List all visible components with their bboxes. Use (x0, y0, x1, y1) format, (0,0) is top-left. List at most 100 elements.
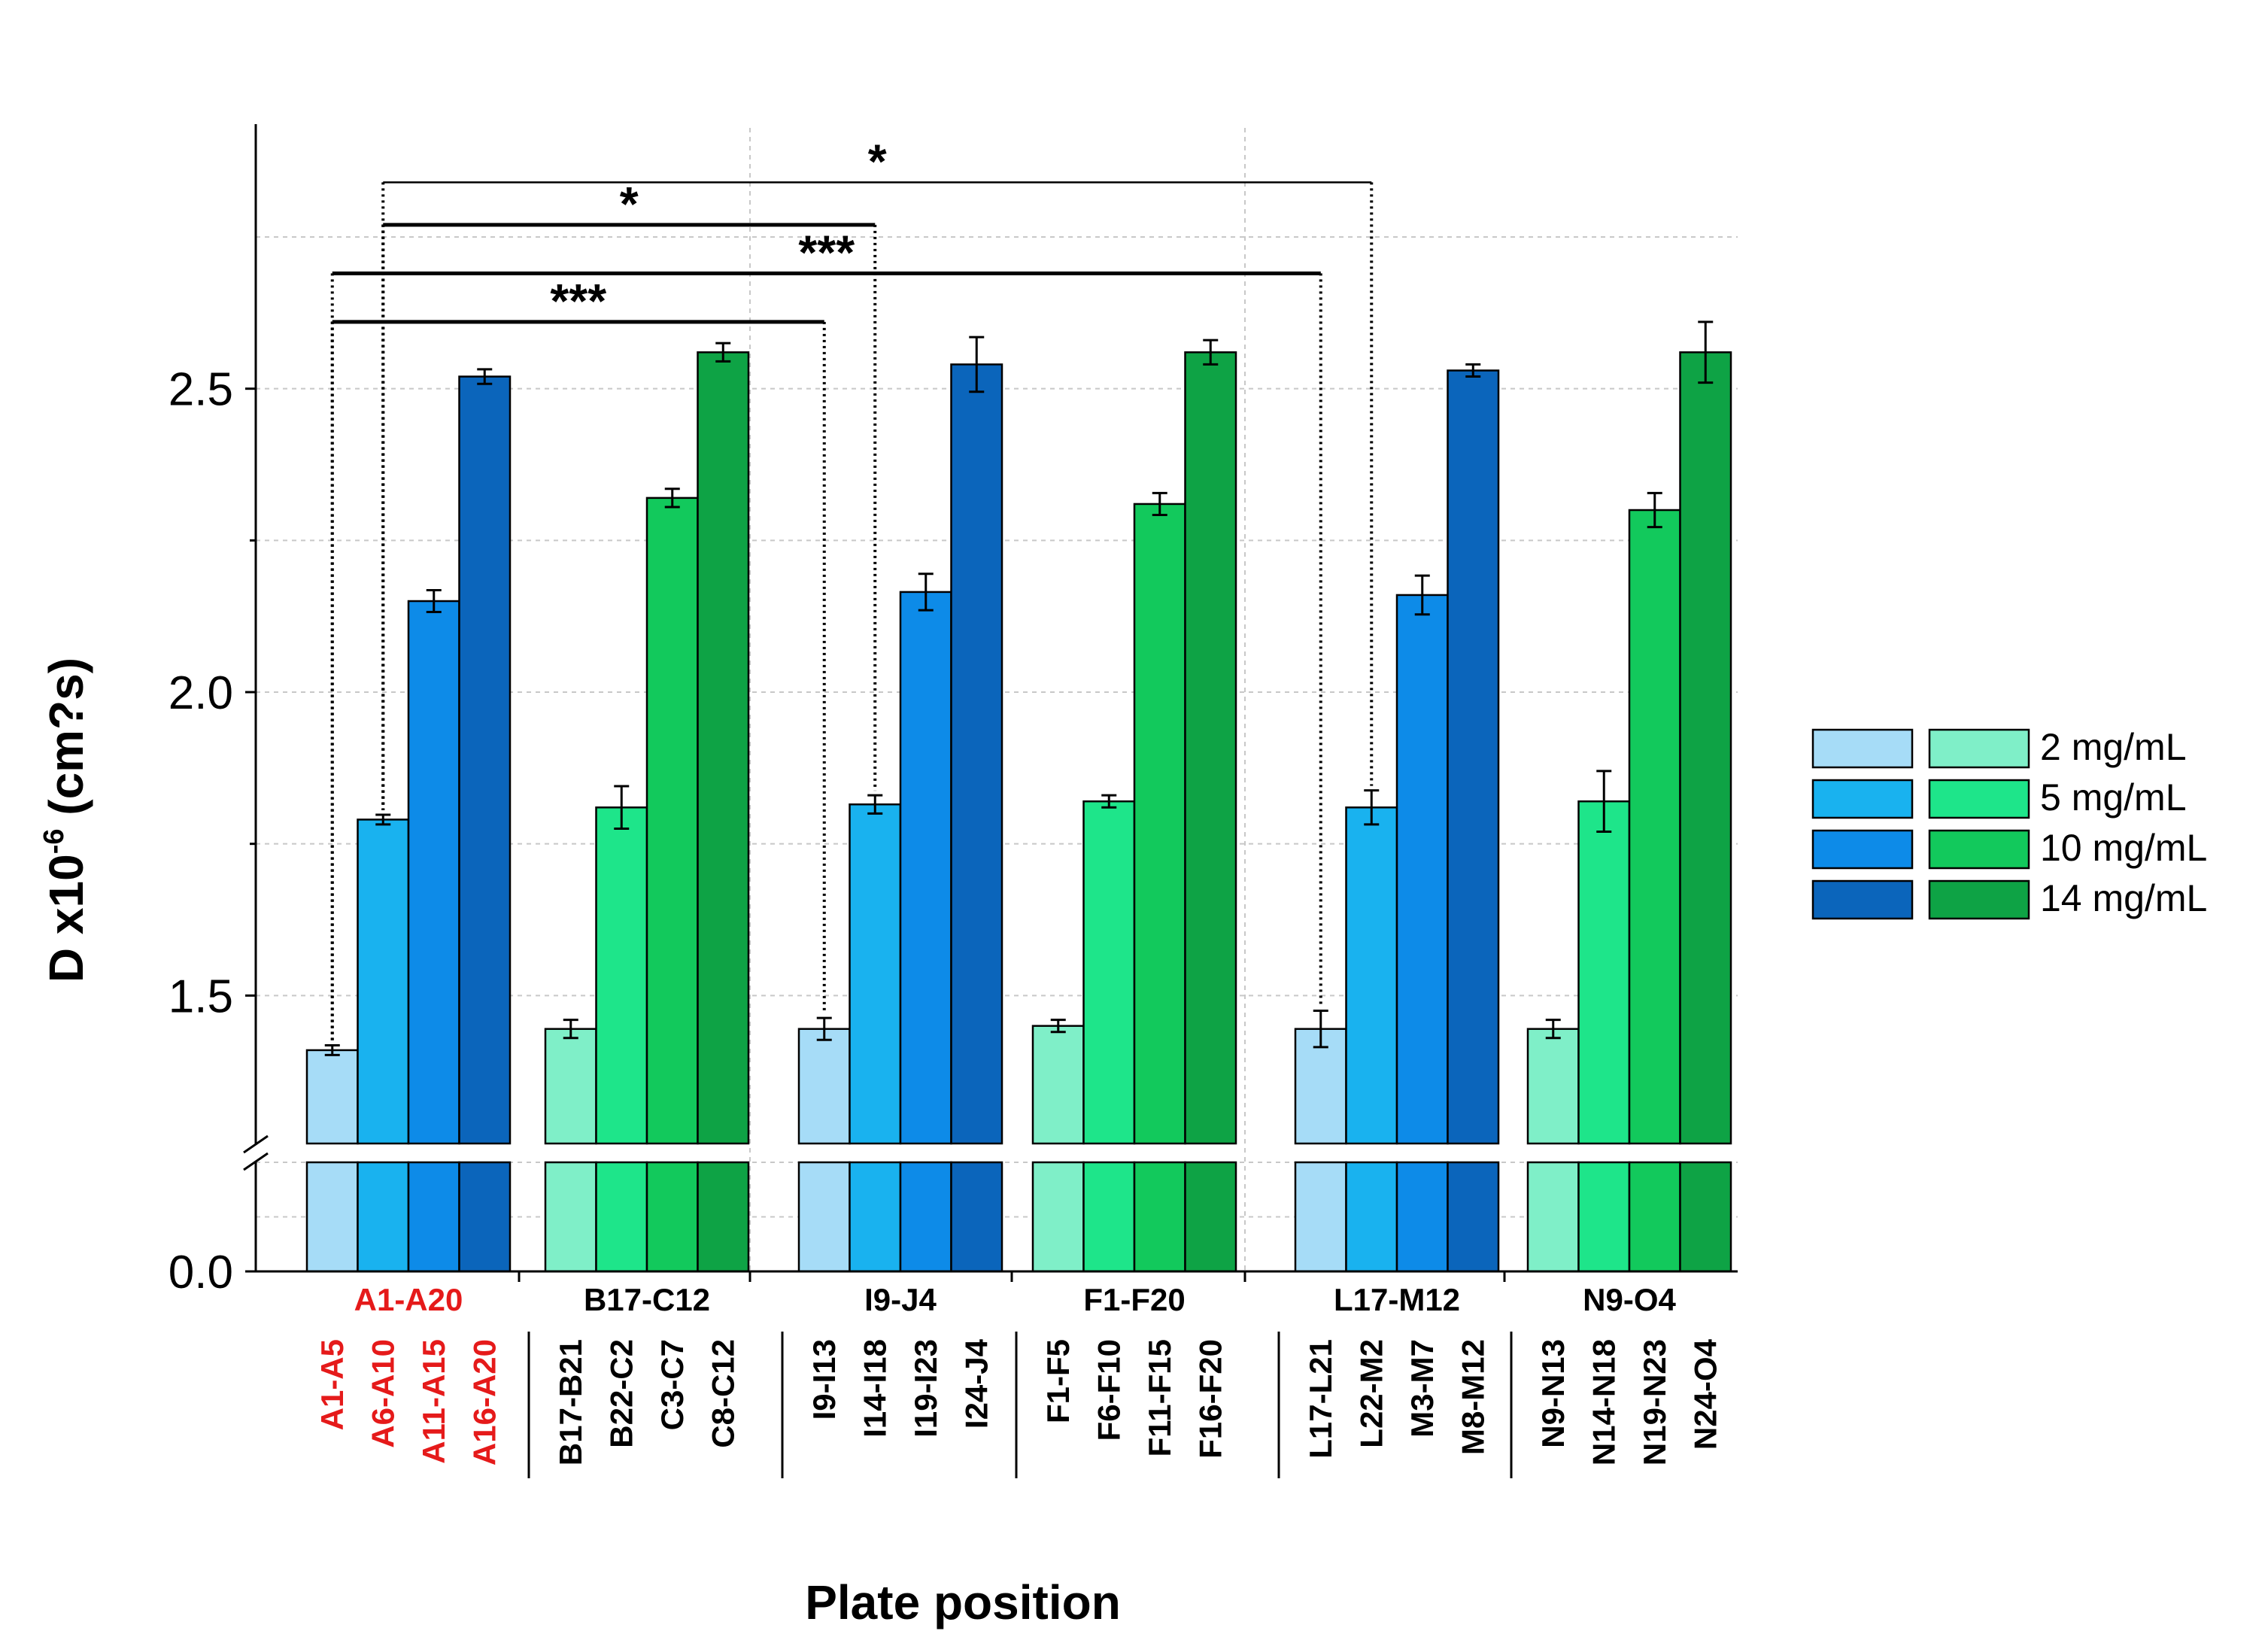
bar-base (1345, 1161, 1398, 1273)
well-label: B17-B21 (553, 1339, 588, 1465)
well-label: I9-I13 (806, 1339, 842, 1420)
bar-base (357, 1161, 410, 1273)
bar (1577, 800, 1631, 1145)
legend-label: 5 mg/mL (2040, 776, 2187, 819)
legend-swatch-blue (1811, 829, 1914, 870)
y-tick-label: 2.5 (169, 364, 233, 416)
well-label: A6-A10 (365, 1339, 400, 1448)
bar-base (1082, 1161, 1136, 1273)
significance-label: * (868, 134, 887, 188)
bar-base (1577, 1161, 1631, 1273)
bar (595, 806, 648, 1145)
significance-label: *** (550, 274, 606, 328)
axis-break-mark (243, 1152, 269, 1171)
group-label: L17-M12 (1334, 1282, 1460, 1317)
y-tick-label: 1.5 (169, 970, 233, 1022)
legend-swatch-blue (1811, 779, 1914, 819)
significance-label: * (620, 177, 639, 231)
significance-label: *** (798, 225, 855, 279)
legend-swatch-blue (1811, 728, 1914, 769)
well-label: N19-N23 (1637, 1339, 1672, 1465)
well-label: C8-C12 (705, 1339, 740, 1448)
bar-base (1184, 1161, 1237, 1273)
bar (458, 375, 512, 1145)
group-label: A1-A20 (354, 1282, 463, 1317)
bar-base (1133, 1161, 1186, 1273)
bar-base (950, 1161, 1003, 1273)
well-label: M3-M7 (1404, 1339, 1440, 1438)
well-label: N24-O4 (1687, 1338, 1723, 1450)
bar (1679, 351, 1732, 1145)
bar (1526, 1028, 1580, 1145)
bar (645, 497, 699, 1145)
legend-label: 2 mg/mL (2040, 726, 2187, 768)
legend-label: 14 mg/mL (2040, 877, 2207, 919)
bar (1184, 351, 1237, 1145)
bar-base (899, 1161, 952, 1273)
bar (357, 819, 410, 1145)
axis-break-mark (243, 1134, 269, 1154)
legend-swatch-green (1928, 829, 2030, 870)
bar (950, 363, 1003, 1145)
bar (305, 1049, 359, 1145)
bar (1447, 369, 1500, 1145)
bar-base (1395, 1161, 1449, 1273)
group-label: B17-C12 (584, 1282, 710, 1317)
bar (1082, 800, 1136, 1145)
bar-base (407, 1161, 460, 1273)
bar-base (458, 1161, 512, 1273)
group-label: F1-F20 (1083, 1282, 1185, 1317)
y-axis-title: D x10-6 (cm?s) (38, 658, 93, 983)
bar-base (1628, 1161, 1681, 1273)
legend-swatch-green (1928, 728, 2030, 769)
bar (899, 591, 952, 1145)
well-label: F11-F15 (1142, 1339, 1177, 1456)
well-label: I24-J4 (958, 1338, 994, 1429)
bar-base (797, 1161, 851, 1273)
bar (1345, 806, 1398, 1145)
y-tick-label: 0.0 (169, 1247, 233, 1298)
well-label: F1-F5 (1040, 1339, 1076, 1423)
legend-swatch-blue (1811, 879, 1914, 920)
legend-swatch-green (1928, 779, 2030, 819)
well-label: F16-F20 (1192, 1339, 1228, 1459)
bar (849, 803, 902, 1145)
bar-base (645, 1161, 699, 1273)
bar (407, 600, 460, 1145)
legend: 2 mg/mL 5 mg/mL 10 mg/mL 14 mg/mL (1811, 726, 2207, 920)
legend-swatch-green (1928, 879, 2030, 920)
bar (1031, 1025, 1085, 1145)
bar (697, 351, 750, 1145)
bar-base (1526, 1161, 1580, 1273)
well-label: M8-M12 (1455, 1339, 1490, 1455)
well-label: N14-N18 (1586, 1339, 1621, 1465)
well-label: L22-M2 (1353, 1339, 1389, 1448)
well-label: L17-L21 (1303, 1339, 1338, 1459)
bar-base (1447, 1161, 1500, 1273)
bar-base (1679, 1161, 1732, 1273)
bars-layer (305, 320, 1732, 1273)
well-label: N9-N13 (1535, 1339, 1571, 1448)
y-axis-title-units: (cm?s) (39, 658, 93, 829)
bar (1628, 509, 1681, 1145)
group-label: I9-J4 (864, 1282, 937, 1317)
bar-base (1294, 1161, 1347, 1273)
y-axis-title-exponent: -6 (38, 829, 70, 855)
bar-base (305, 1161, 359, 1273)
well-label: A16-A20 (466, 1339, 502, 1465)
x-axis-title: Plate position (805, 1575, 1121, 1629)
y-axis-title-main: D x10 (39, 854, 93, 983)
legend-label: 10 mg/mL (2040, 827, 2207, 869)
well-label: F6-F10 (1091, 1339, 1126, 1441)
significance-layer: ******** (330, 134, 1374, 1041)
bar-base (544, 1161, 597, 1273)
well-label: B22-C2 (603, 1339, 639, 1448)
well-label: A11-A15 (416, 1339, 451, 1464)
y-tick-label: 2.0 (169, 667, 233, 719)
well-label: C3-C7 (654, 1339, 690, 1430)
bar (1395, 594, 1449, 1145)
bar-base (595, 1161, 648, 1273)
well-label: I14-I18 (857, 1339, 892, 1438)
